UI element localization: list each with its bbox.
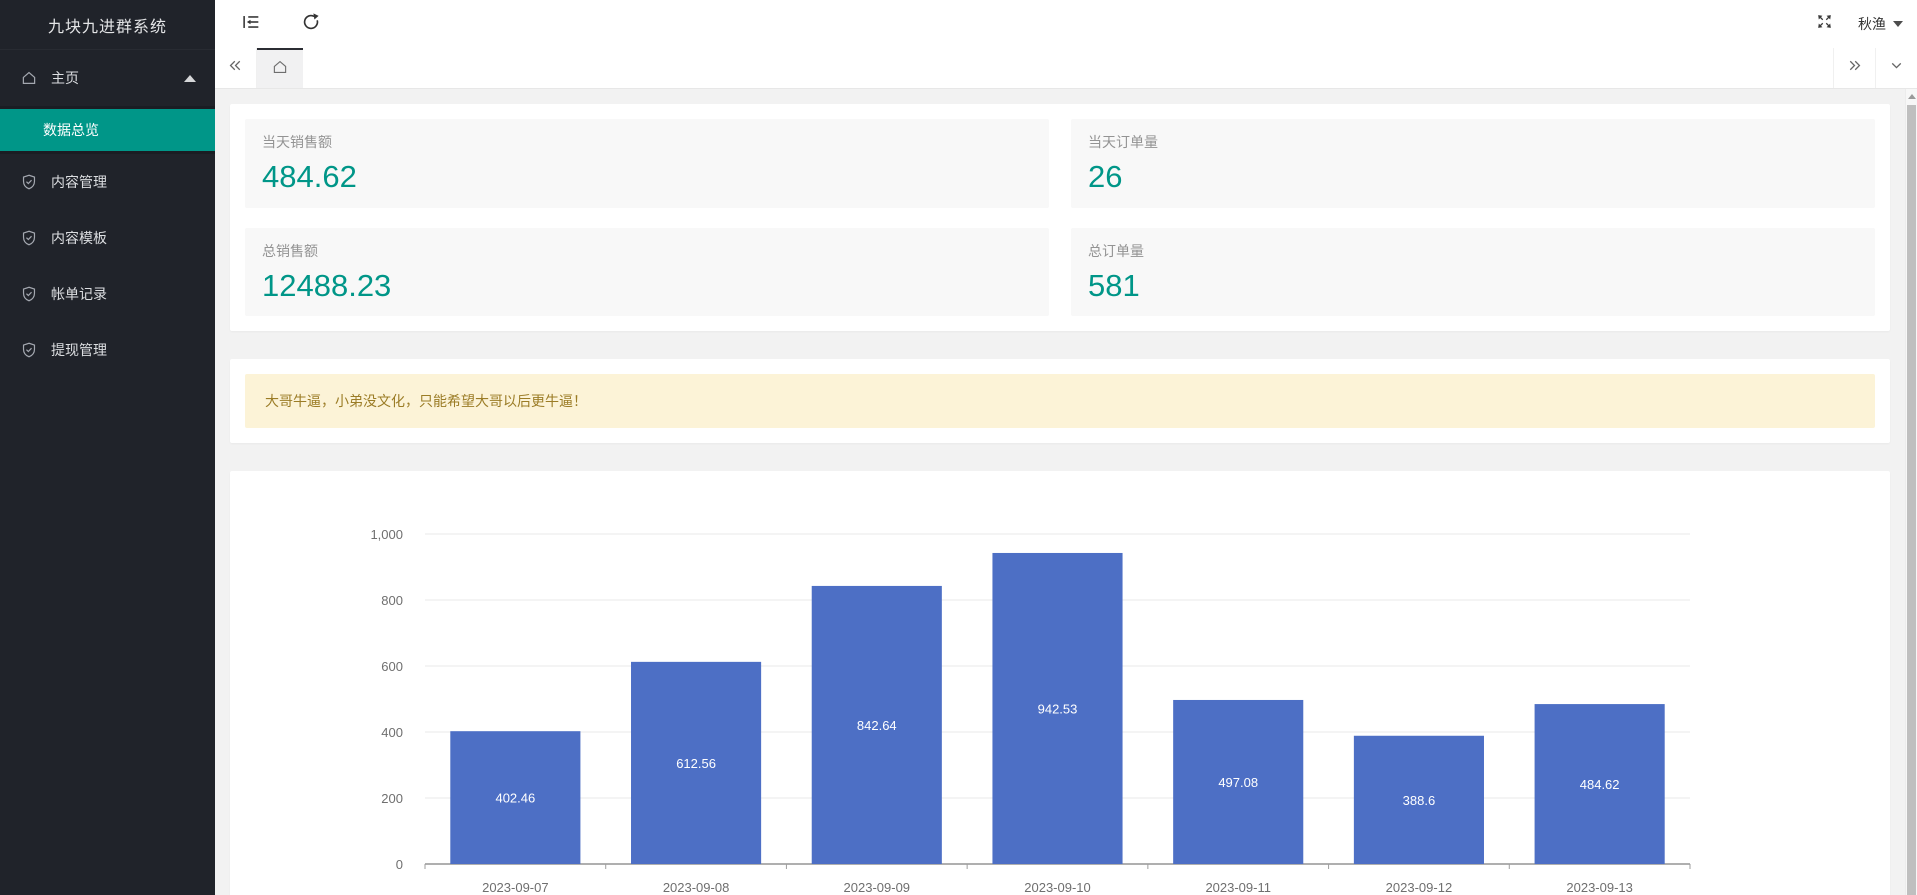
main-area: 秋渔 — [215, 0, 1917, 895]
bar-value-label: 942.53 — [1038, 702, 1078, 717]
y-tick-label: 1,000 — [370, 527, 403, 542]
chart-bar-2023-09-10[interactable] — [992, 553, 1123, 865]
tab-home[interactable] — [257, 48, 303, 88]
sidebar-item-content-template[interactable]: 内容模板 — [0, 210, 215, 266]
y-tick-label: 600 — [381, 659, 403, 674]
app-title: 九块九进群系统 — [0, 0, 215, 50]
submenu-item-label: 数据总览 — [43, 122, 99, 138]
stat-value: 12488.23 — [262, 267, 392, 303]
sidebar: 九块九进群系统 主页数据总览内容管理内容模板帐单记录提现管理 — [0, 0, 215, 895]
notice-panel: 大哥牛逼，小弟没文化，只能希望大哥以后更牛逼！ — [230, 359, 1890, 444]
bar-value-label: 402.46 — [495, 791, 535, 806]
vertical-scrollbar[interactable] — [1905, 89, 1917, 895]
topbar: 秋渔 — [215, 0, 1917, 48]
submenu-home: 数据总览 — [0, 106, 215, 154]
shield-check-icon — [20, 229, 38, 247]
sidebar-nav: 主页数据总览内容管理内容模板帐单记录提现管理 — [0, 50, 215, 378]
sidebar-item-withdraw-manage[interactable]: 提现管理 — [0, 322, 215, 378]
scroll-tabs-left-button[interactable] — [215, 48, 257, 88]
bar-value-label: 612.56 — [676, 756, 716, 771]
fullscreen-button[interactable] — [1804, 0, 1844, 48]
stat-label: 总订单量 — [1088, 242, 1144, 259]
bar-value-label: 484.62 — [1580, 777, 1620, 792]
chart-bar-2023-09-12[interactable] — [1353, 736, 1484, 865]
chart-bar-2023-09-09[interactable] — [811, 586, 942, 865]
stat-card-total-sales: 总销售额 12488.23 — [245, 227, 1049, 317]
chart-bar-2023-09-07[interactable] — [450, 731, 581, 865]
chart-bar-2023-09-11[interactable] — [1173, 700, 1304, 865]
content-area: 当天销售额 484.62 当天订单量 26 总销售额 12488.23 总订单量 581 大哥… — [215, 89, 1905, 895]
home-icon — [271, 58, 289, 81]
x-tick-label: 2023-09-10 — [1024, 880, 1091, 895]
shield-check-icon — [20, 341, 38, 359]
stats-panel: 当天销售额 484.62 当天订单量 26 总销售额 12488.23 总订单量 581 — [230, 104, 1890, 332]
sidebar-item-home[interactable]: 主页 — [0, 50, 215, 106]
user-menu[interactable]: 秋渔 — [1858, 0, 1903, 48]
x-tick-label: 2023-09-12 — [1386, 880, 1453, 895]
chart-panel: 0 200 400 600 800 1,000 402.46 2023-09-07 612.56… — [230, 471, 1890, 895]
stat-label: 当天订单量 — [1088, 134, 1158, 150]
stats-grid: 当天销售额 484.62 当天订单量 26 总销售额 12488.23 总订单量 581 — [245, 119, 1875, 317]
double-chevron-right-icon — [1846, 57, 1863, 79]
topbar-right: 秋渔 — [1804, 0, 1903, 48]
x-tick-label: 2023-09-08 — [663, 880, 730, 895]
x-tick-label: 2023-09-09 — [844, 880, 911, 895]
tabbar-spacer — [303, 48, 1833, 88]
sidebar-item-bill-records[interactable]: 帐单记录 — [0, 266, 215, 322]
bar-value-label: 497.08 — [1218, 775, 1258, 790]
notice-banner: 大哥牛逼，小弟没文化，只能希望大哥以后更牛逼！ — [245, 374, 1875, 429]
scrollbar-thumb[interactable] — [1907, 105, 1916, 895]
y-tick-label: 0 — [396, 857, 403, 872]
sidebar-item-label: 主页 — [51, 70, 79, 86]
stat-card-today-sales: 当天销售额 484.62 — [245, 119, 1049, 208]
y-tick-label: 400 — [381, 725, 403, 740]
x-tick-label: 2023-09-13 — [1566, 880, 1633, 895]
stat-value: 484.62 — [262, 159, 357, 194]
refresh-button[interactable] — [287, 0, 335, 48]
chart-bar-2023-09-13[interactable] — [1534, 704, 1665, 865]
chevron-down-icon — [1888, 57, 1905, 79]
shield-check-icon — [20, 173, 38, 191]
user-name: 秋渔 — [1858, 16, 1886, 32]
y-tick-label: 800 — [381, 593, 403, 608]
home-icon — [20, 69, 38, 87]
refresh-icon — [300, 11, 322, 38]
fullscreen-icon — [1815, 12, 1834, 36]
chart-bar-2023-09-08[interactable] — [631, 662, 762, 865]
tabbar — [215, 48, 1917, 89]
double-chevron-left-icon — [227, 57, 244, 79]
sidebar-item-label: 内容模板 — [51, 230, 107, 246]
scroll-tabs-right-button[interactable] — [1833, 48, 1875, 88]
bar-value-label: 842.64 — [857, 718, 897, 733]
sidebar-item-label: 帐单记录 — [51, 286, 107, 302]
collapse-menu-icon — [240, 11, 262, 38]
tab-menu-dropdown-button[interactable] — [1875, 48, 1917, 88]
triangle-up-icon — [184, 75, 196, 82]
y-tick-label: 200 — [381, 791, 403, 806]
stat-value: 26 — [1088, 159, 1123, 194]
stat-label: 总销售额 — [262, 242, 318, 259]
bar-value-label: 388.6 — [1403, 793, 1436, 808]
scroll-up-arrow-icon — [1907, 94, 1916, 99]
stat-card-total-orders: 总订单量 581 — [1071, 227, 1875, 317]
stat-card-today-orders: 当天订单量 26 — [1071, 119, 1875, 208]
stat-label: 当天销售额 — [262, 134, 332, 150]
sidebar-item-content-manage[interactable]: 内容管理 — [0, 154, 215, 210]
shield-check-icon — [20, 285, 38, 303]
x-tick-label: 2023-09-11 — [1205, 880, 1271, 895]
x-tick-label: 2023-09-07 — [482, 880, 549, 895]
stat-value: 581 — [1088, 267, 1140, 303]
collapse-sidebar-button[interactable] — [227, 0, 275, 48]
caret-down-icon — [1893, 21, 1903, 27]
sidebar-item-label: 内容管理 — [51, 174, 107, 190]
sidebar-item-label: 提现管理 — [51, 342, 107, 358]
scrollbar-up-button[interactable] — [1906, 89, 1917, 104]
submenu-item-data-overview[interactable]: 数据总览 — [0, 109, 215, 151]
sales-bar-chart: 0 200 400 600 800 1,000 402.46 2023-09-07 612.56… — [370, 527, 1691, 895]
